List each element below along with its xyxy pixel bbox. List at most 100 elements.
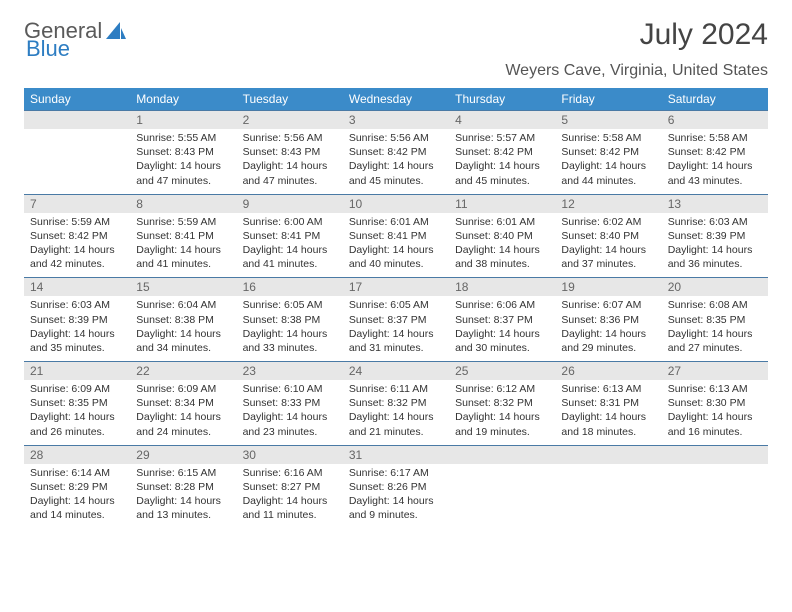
calendar-day-cell: 6Sunrise: 5:58 AMSunset: 8:42 PMDaylight…: [662, 111, 768, 195]
daylight-line: Daylight: 14 hours and 37 minutes.: [561, 243, 655, 271]
day-number: 23: [237, 362, 343, 380]
day-number: 3: [343, 111, 449, 129]
day-number: 26: [555, 362, 661, 380]
day-number: 14: [24, 278, 130, 296]
day-details: Sunrise: 6:05 AMSunset: 8:38 PMDaylight:…: [237, 296, 343, 361]
sunset-line: Sunset: 8:41 PM: [349, 229, 443, 243]
sunrise-line: Sunrise: 5:55 AM: [136, 131, 230, 145]
calendar-day-cell: 22Sunrise: 6:09 AMSunset: 8:34 PMDayligh…: [130, 362, 236, 446]
day-number: 9: [237, 195, 343, 213]
sunset-line: Sunset: 8:42 PM: [30, 229, 124, 243]
sunrise-line: Sunrise: 5:58 AM: [668, 131, 762, 145]
day-number: 1: [130, 111, 236, 129]
day-number: 28: [24, 446, 130, 464]
calendar-day-cell: 3Sunrise: 5:56 AMSunset: 8:42 PMDaylight…: [343, 111, 449, 195]
sunset-line: Sunset: 8:38 PM: [243, 313, 337, 327]
daylight-line: Daylight: 14 hours and 41 minutes.: [136, 243, 230, 271]
day-details: Sunrise: 6:04 AMSunset: 8:38 PMDaylight:…: [130, 296, 236, 361]
daylight-line: Daylight: 14 hours and 21 minutes.: [349, 410, 443, 438]
calendar-day-cell: 4Sunrise: 5:57 AMSunset: 8:42 PMDaylight…: [449, 111, 555, 195]
daylight-line: Daylight: 14 hours and 29 minutes.: [561, 327, 655, 355]
sunset-line: Sunset: 8:35 PM: [668, 313, 762, 327]
sunrise-line: Sunrise: 6:07 AM: [561, 298, 655, 312]
day-details: Sunrise: 5:58 AMSunset: 8:42 PMDaylight:…: [662, 129, 768, 194]
day-number: 4: [449, 111, 555, 129]
daylight-line: Daylight: 14 hours and 47 minutes.: [136, 159, 230, 187]
day-number: [24, 111, 130, 129]
day-number: 17: [343, 278, 449, 296]
sunset-line: Sunset: 8:43 PM: [136, 145, 230, 159]
calendar-week-row: 21Sunrise: 6:09 AMSunset: 8:35 PMDayligh…: [24, 362, 768, 446]
sunrise-line: Sunrise: 6:11 AM: [349, 382, 443, 396]
day-number: 5: [555, 111, 661, 129]
day-details: [555, 464, 661, 522]
sunset-line: Sunset: 8:26 PM: [349, 480, 443, 494]
sunrise-line: Sunrise: 6:03 AM: [30, 298, 124, 312]
daylight-line: Daylight: 14 hours and 34 minutes.: [136, 327, 230, 355]
daylight-line: Daylight: 14 hours and 43 minutes.: [668, 159, 762, 187]
sunrise-line: Sunrise: 6:12 AM: [455, 382, 549, 396]
day-number: 15: [130, 278, 236, 296]
daylight-line: Daylight: 14 hours and 18 minutes.: [561, 410, 655, 438]
day-number: 16: [237, 278, 343, 296]
sunset-line: Sunset: 8:42 PM: [349, 145, 443, 159]
sunrise-line: Sunrise: 6:14 AM: [30, 466, 124, 480]
day-details: Sunrise: 5:59 AMSunset: 8:41 PMDaylight:…: [130, 213, 236, 278]
sunset-line: Sunset: 8:42 PM: [668, 145, 762, 159]
day-details: Sunrise: 6:16 AMSunset: 8:27 PMDaylight:…: [237, 464, 343, 529]
location-subtitle: Weyers Cave, Virginia, United States: [24, 62, 768, 80]
daylight-line: Daylight: 14 hours and 16 minutes.: [668, 410, 762, 438]
day-details: Sunrise: 6:02 AMSunset: 8:40 PMDaylight:…: [555, 213, 661, 278]
sunset-line: Sunset: 8:30 PM: [668, 396, 762, 410]
sunset-line: Sunset: 8:29 PM: [30, 480, 124, 494]
day-details: Sunrise: 6:07 AMSunset: 8:36 PMDaylight:…: [555, 296, 661, 361]
day-number: 21: [24, 362, 130, 380]
calendar-day-cell: 17Sunrise: 6:05 AMSunset: 8:37 PMDayligh…: [343, 278, 449, 362]
sunset-line: Sunset: 8:41 PM: [243, 229, 337, 243]
daylight-line: Daylight: 14 hours and 38 minutes.: [455, 243, 549, 271]
day-number: 30: [237, 446, 343, 464]
calendar-day-cell: 9Sunrise: 6:00 AMSunset: 8:41 PMDaylight…: [237, 194, 343, 278]
day-number: 22: [130, 362, 236, 380]
sunset-line: Sunset: 8:32 PM: [455, 396, 549, 410]
day-details: [449, 464, 555, 522]
daylight-line: Daylight: 14 hours and 42 minutes.: [30, 243, 124, 271]
calendar-day-cell: [24, 111, 130, 195]
sunrise-line: Sunrise: 6:16 AM: [243, 466, 337, 480]
calendar-day-cell: 8Sunrise: 5:59 AMSunset: 8:41 PMDaylight…: [130, 194, 236, 278]
calendar-day-cell: 10Sunrise: 6:01 AMSunset: 8:41 PMDayligh…: [343, 194, 449, 278]
daylight-line: Daylight: 14 hours and 45 minutes.: [455, 159, 549, 187]
calendar-day-cell: 11Sunrise: 6:01 AMSunset: 8:40 PMDayligh…: [449, 194, 555, 278]
sunset-line: Sunset: 8:32 PM: [349, 396, 443, 410]
calendar-day-cell: 18Sunrise: 6:06 AMSunset: 8:37 PMDayligh…: [449, 278, 555, 362]
dayhead-mon: Monday: [130, 88, 236, 111]
calendar-day-cell: 2Sunrise: 5:56 AMSunset: 8:43 PMDaylight…: [237, 111, 343, 195]
daylight-line: Daylight: 14 hours and 14 minutes.: [30, 494, 124, 522]
dayhead-sun: Sunday: [24, 88, 130, 111]
day-details: Sunrise: 5:56 AMSunset: 8:43 PMDaylight:…: [237, 129, 343, 194]
calendar-day-cell: 14Sunrise: 6:03 AMSunset: 8:39 PMDayligh…: [24, 278, 130, 362]
day-number: [555, 446, 661, 464]
day-number: 8: [130, 195, 236, 213]
sunset-line: Sunset: 8:40 PM: [455, 229, 549, 243]
calendar-week-row: 1Sunrise: 5:55 AMSunset: 8:43 PMDaylight…: [24, 111, 768, 195]
sunrise-line: Sunrise: 6:05 AM: [349, 298, 443, 312]
calendar-week-row: 7Sunrise: 5:59 AMSunset: 8:42 PMDaylight…: [24, 194, 768, 278]
day-number: 20: [662, 278, 768, 296]
day-details: Sunrise: 5:59 AMSunset: 8:42 PMDaylight:…: [24, 213, 130, 278]
sunset-line: Sunset: 8:35 PM: [30, 396, 124, 410]
sail-icon: [106, 22, 126, 40]
daylight-line: Daylight: 14 hours and 19 minutes.: [455, 410, 549, 438]
sunrise-line: Sunrise: 6:10 AM: [243, 382, 337, 396]
daylight-line: Daylight: 14 hours and 11 minutes.: [243, 494, 337, 522]
calendar-week-row: 28Sunrise: 6:14 AMSunset: 8:29 PMDayligh…: [24, 445, 768, 528]
calendar-day-cell: [662, 445, 768, 528]
daylight-line: Daylight: 14 hours and 31 minutes.: [349, 327, 443, 355]
calendar-day-cell: [449, 445, 555, 528]
daylight-line: Daylight: 14 hours and 41 minutes.: [243, 243, 337, 271]
daylight-line: Daylight: 14 hours and 24 minutes.: [136, 410, 230, 438]
calendar-day-cell: 26Sunrise: 6:13 AMSunset: 8:31 PMDayligh…: [555, 362, 661, 446]
day-details: Sunrise: 6:03 AMSunset: 8:39 PMDaylight:…: [24, 296, 130, 361]
sunrise-line: Sunrise: 5:56 AM: [349, 131, 443, 145]
day-number: 27: [662, 362, 768, 380]
